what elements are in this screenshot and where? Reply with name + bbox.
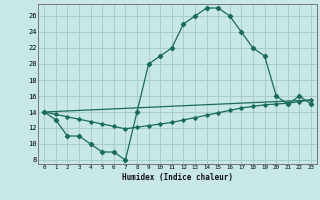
X-axis label: Humidex (Indice chaleur): Humidex (Indice chaleur) [122, 173, 233, 182]
